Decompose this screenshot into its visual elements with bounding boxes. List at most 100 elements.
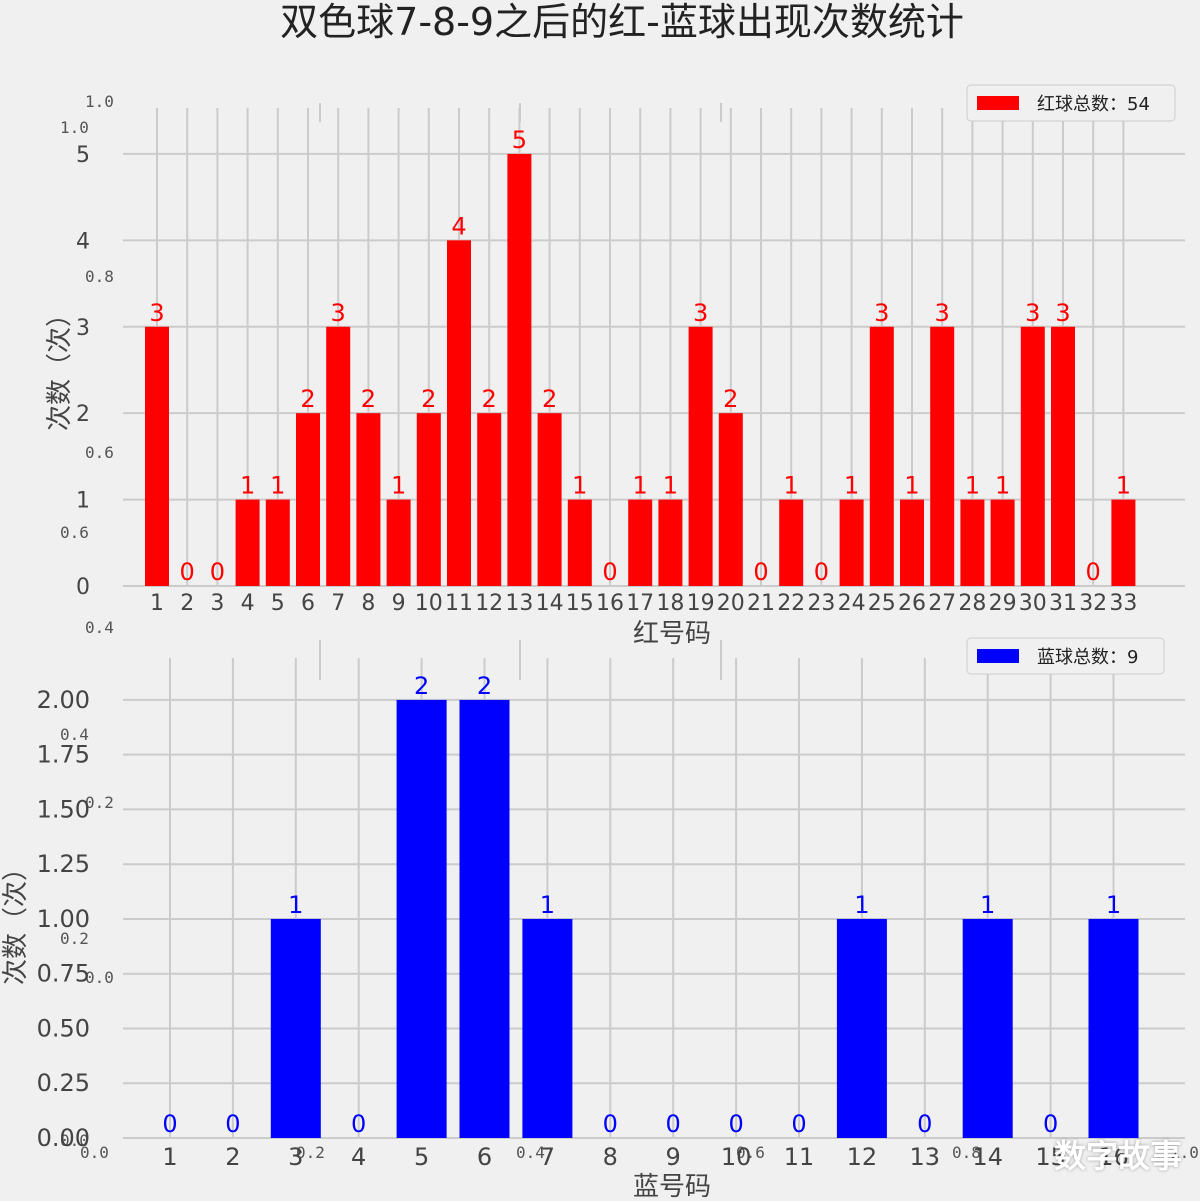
bar-value-label: 3 <box>1025 299 1040 327</box>
y-tick-label: 0.00 <box>37 1124 90 1152</box>
ghost-y-tick-label: 0.6 <box>85 443 114 462</box>
bar-value-label: 4 <box>451 212 466 240</box>
bar <box>477 413 502 586</box>
x-tick-label: 8 <box>361 591 375 616</box>
x-tick-label: 22 <box>777 591 805 616</box>
background-axes: 1.0 1.0 0.8 0.6 0.6 0.4 0.4 0.2 0.2 0.0 … <box>60 92 1199 1162</box>
bar-value-label: 3 <box>149 299 164 327</box>
x-tick-label: 7 <box>540 1143 555 1171</box>
blue-ball-chart: 0.000.250.500.751.001.251.501.752.000102… <box>1 637 1185 1201</box>
bar <box>1051 326 1075 586</box>
bar-value-label: 2 <box>421 385 436 413</box>
bar-value-label: 1 <box>1116 472 1131 500</box>
figure-title: 双色球7-8-9之后的红-蓝球出现次数统计 <box>280 0 964 44</box>
bar <box>296 413 320 586</box>
x-tick-label: 6 <box>301 591 315 616</box>
bar <box>1020 326 1045 586</box>
bar-value-label: 2 <box>723 385 738 413</box>
y-tick-label: 0.75 <box>37 960 90 988</box>
bar <box>960 499 985 586</box>
legend-swatch <box>977 96 1019 110</box>
bar <box>869 326 894 586</box>
bar <box>839 499 864 586</box>
ghost-y-tick-label: 0.2 <box>60 929 89 948</box>
bar <box>459 699 510 1138</box>
bar-value-label: 3 <box>693 299 708 327</box>
bar-value-label: 3 <box>1055 299 1070 327</box>
y-tick-label: 0.25 <box>37 1069 90 1097</box>
bar-value-label: 0 <box>603 1110 618 1138</box>
ghost-y-tick-label: 0.0 <box>60 1131 89 1150</box>
bar-value-label: 1 <box>844 472 859 500</box>
x-tick-label: 12 <box>475 591 503 616</box>
x-tick-label: 33 <box>1109 591 1137 616</box>
bar-value-label: 1 <box>633 472 648 500</box>
x-tick-label: 12 <box>847 1143 878 1171</box>
bar-value-label: 2 <box>477 672 492 700</box>
bar-value-label: 0 <box>351 1110 366 1138</box>
bar <box>356 413 381 586</box>
y-axis-label: 次数（次） <box>45 301 75 431</box>
bar-value-label: 2 <box>361 385 376 413</box>
bar-value-label: 0 <box>162 1110 177 1138</box>
bar-value-label: 1 <box>904 472 919 500</box>
x-tick-label: 19 <box>687 591 715 616</box>
y-tick-label: 5 <box>76 143 90 168</box>
y-tick-label: 2 <box>76 402 90 427</box>
x-tick-label: 1 <box>150 591 164 616</box>
bar <box>447 240 471 586</box>
bar-value-label: 1 <box>995 472 1010 500</box>
bar <box>1111 499 1136 586</box>
bar-value-label: 1 <box>965 472 980 500</box>
bar-value-label: 0 <box>1086 558 1101 586</box>
x-tick-label: 4 <box>241 591 255 616</box>
legend-box <box>966 637 1165 675</box>
ghost-y-tick-label: 0.8 <box>85 267 114 286</box>
bar-value-label: 0 <box>917 1110 932 1138</box>
bar-value-label: 1 <box>572 472 587 500</box>
ghost-y-tick-label: 0.0 <box>85 968 114 987</box>
bar-value-label: 0 <box>225 1110 240 1138</box>
bar <box>507 153 532 586</box>
bar <box>567 499 592 586</box>
x-tick-label: 3 <box>288 1143 303 1171</box>
bar <box>962 918 1013 1138</box>
x-tick-label: 9 <box>666 1143 681 1171</box>
x-axis-label: 蓝号码 <box>633 1172 711 1201</box>
x-tick-label: 32 <box>1079 591 1107 616</box>
legend-label: 红球总数：54 <box>1037 94 1150 115</box>
y-axis-label: 次数（次） <box>1 855 31 985</box>
x-tick-label: 21 <box>747 591 775 616</box>
bar-value-label: 2 <box>542 385 557 413</box>
bar <box>658 499 683 586</box>
x-tick-label: 6 <box>477 1143 492 1171</box>
x-tick-label: 16 <box>1098 1143 1129 1171</box>
x-tick-label: 3 <box>210 591 224 616</box>
x-tick-label: 28 <box>958 591 986 616</box>
x-tick-label: 26 <box>898 591 926 616</box>
bar <box>900 499 924 586</box>
ghost-x-tick-label: 1.0 <box>1170 1143 1199 1162</box>
bar-value-label: 1 <box>540 891 555 919</box>
bar-value-label: 1 <box>980 891 995 919</box>
bar-value-label: 1 <box>854 891 869 919</box>
x-tick-label: 10 <box>415 591 443 616</box>
x-tick-label: 5 <box>271 591 285 616</box>
bar <box>522 918 573 1138</box>
ghost-y-tick-label: 0.6 <box>60 523 89 542</box>
x-tick-label: 10 <box>721 1143 752 1171</box>
bar <box>990 499 1015 586</box>
y-tick-label: 1.25 <box>37 850 90 878</box>
x-tick-label: 14 <box>536 591 564 616</box>
y-tick-label: 1 <box>76 489 90 514</box>
y-tick-label: 1.75 <box>37 741 90 769</box>
x-tick-label: 9 <box>392 591 406 616</box>
bar-value-label: 3 <box>935 299 950 327</box>
bar-value-label: 1 <box>391 472 406 500</box>
bar <box>416 413 441 586</box>
x-tick-label: 13 <box>910 1143 941 1171</box>
legend-label: 蓝球总数：9 <box>1037 647 1138 668</box>
legend-box <box>966 84 1176 122</box>
ghost-y-tick-label: 0.4 <box>60 725 89 744</box>
